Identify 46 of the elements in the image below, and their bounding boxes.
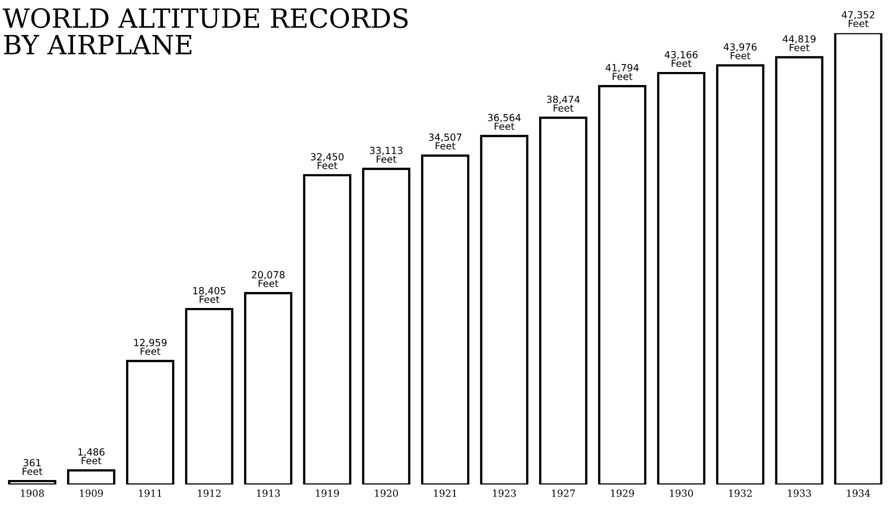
- data-label: 1,486 Feet: [78, 448, 104, 464]
- data-label: 18,405 Feet: [193, 286, 226, 304]
- data-label: 33,113 Feet: [370, 146, 402, 163]
- bar: [834, 33, 882, 484]
- data-label: 41,794 Feet: [606, 64, 639, 80]
- x-tick-label: 1932: [729, 490, 752, 497]
- chart-title: WORLD ALTITUDE RECORDS BY AIRPLANE: [2, 8, 408, 55]
- data-label: 32,450 Feet: [310, 153, 344, 170]
- bar: [480, 134, 528, 484]
- bar: [244, 292, 292, 484]
- bar: [716, 64, 764, 484]
- bar: [303, 174, 352, 484]
- data-label: 43,166 Feet: [664, 50, 698, 67]
- bar: [8, 480, 56, 484]
- x-tick-label: 1929: [611, 490, 634, 497]
- x-tick-label: 1908: [21, 490, 44, 497]
- data-label: 12,959 Feet: [134, 338, 167, 355]
- bar: [775, 56, 824, 484]
- x-tick-label: 1912: [198, 490, 221, 497]
- data-label: 34,507 Feet: [428, 134, 462, 150]
- bar: [598, 85, 646, 484]
- x-tick-label: 1921: [434, 490, 456, 497]
- x-tick-label: 1909: [80, 490, 103, 497]
- x-tick-label: 1927: [552, 490, 575, 497]
- data-label: 361 Feet: [22, 458, 42, 476]
- data-label: 47,352 Feet: [842, 11, 874, 28]
- x-tick-label: 1911: [139, 490, 162, 497]
- data-label: 44,819 Feet: [782, 35, 816, 52]
- bar: [539, 116, 588, 484]
- data-label: 43,976 Feet: [724, 43, 757, 60]
- bar: [657, 72, 706, 484]
- x-tick-label: 1930: [670, 490, 693, 497]
- x-tick-label: 1919: [316, 490, 339, 497]
- data-label: 20,078 Feet: [252, 271, 285, 288]
- x-tick-label: 1920: [375, 490, 398, 497]
- bar: [67, 469, 116, 484]
- data-label: 36,564 Feet: [488, 114, 521, 130]
- bar: [421, 154, 470, 484]
- x-tick-label: 1913: [257, 490, 280, 497]
- data-label: 38,474 Feet: [546, 96, 580, 112]
- x-tick-label: 1923: [493, 490, 516, 497]
- bar: [126, 360, 174, 484]
- bar: [185, 308, 234, 484]
- bar: [362, 168, 410, 484]
- x-tick-label: 1934: [847, 490, 870, 497]
- x-tick-label: 1933: [788, 490, 811, 497]
